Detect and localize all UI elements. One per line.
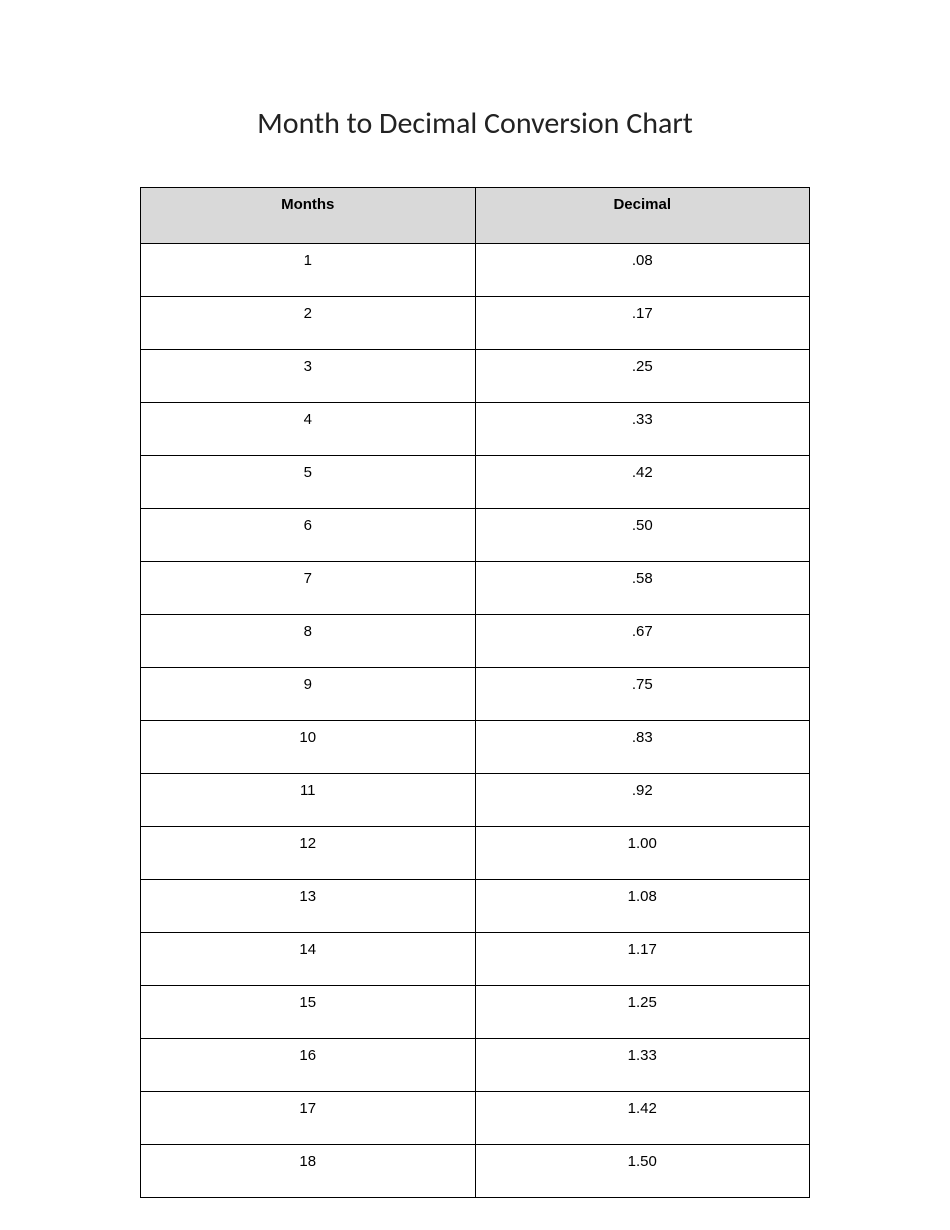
cell-months: 7	[141, 562, 476, 615]
cell-months: 9	[141, 668, 476, 721]
table-row: 1.08	[141, 244, 810, 297]
table-row: 6.50	[141, 509, 810, 562]
cell-decimal: .08	[475, 244, 810, 297]
table-header-row: Months Decimal	[141, 188, 810, 244]
cell-decimal: .42	[475, 456, 810, 509]
table-row: 141.17	[141, 933, 810, 986]
cell-decimal: 1.00	[475, 827, 810, 880]
table-row: 10.83	[141, 721, 810, 774]
table-row: 4.33	[141, 403, 810, 456]
cell-months: 1	[141, 244, 476, 297]
cell-months: 12	[141, 827, 476, 880]
table-row: 121.00	[141, 827, 810, 880]
table-row: 11.92	[141, 774, 810, 827]
conversion-table: Months Decimal 1.082.173.254.335.426.507…	[140, 187, 810, 1198]
cell-decimal: .17	[475, 297, 810, 350]
table-row: 181.50	[141, 1145, 810, 1198]
cell-decimal: 1.08	[475, 880, 810, 933]
cell-months: 8	[141, 615, 476, 668]
table-row: 171.42	[141, 1092, 810, 1145]
cell-months: 13	[141, 880, 476, 933]
cell-months: 16	[141, 1039, 476, 1092]
cell-decimal: .33	[475, 403, 810, 456]
table-row: 2.17	[141, 297, 810, 350]
cell-decimal: 1.25	[475, 986, 810, 1039]
cell-decimal: .92	[475, 774, 810, 827]
cell-months: 6	[141, 509, 476, 562]
cell-decimal: .50	[475, 509, 810, 562]
conversion-table-container: Months Decimal 1.082.173.254.335.426.507…	[140, 187, 810, 1198]
column-header-decimal: Decimal	[475, 188, 810, 244]
cell-decimal: .75	[475, 668, 810, 721]
page-title: Month to Decimal Conversion Chart	[0, 105, 950, 142]
cell-months: 11	[141, 774, 476, 827]
cell-decimal: 1.17	[475, 933, 810, 986]
cell-decimal: .25	[475, 350, 810, 403]
table-row: 161.33	[141, 1039, 810, 1092]
table-row: 151.25	[141, 986, 810, 1039]
cell-decimal: .58	[475, 562, 810, 615]
cell-months: 5	[141, 456, 476, 509]
table-row: 131.08	[141, 880, 810, 933]
cell-decimal: 1.33	[475, 1039, 810, 1092]
cell-decimal: 1.50	[475, 1145, 810, 1198]
cell-months: 17	[141, 1092, 476, 1145]
cell-months: 15	[141, 986, 476, 1039]
cell-months: 18	[141, 1145, 476, 1198]
cell-months: 3	[141, 350, 476, 403]
column-header-months: Months	[141, 188, 476, 244]
cell-months: 2	[141, 297, 476, 350]
table-row: 9.75	[141, 668, 810, 721]
cell-decimal: 1.42	[475, 1092, 810, 1145]
cell-decimal: .67	[475, 615, 810, 668]
table-row: 3.25	[141, 350, 810, 403]
table-body: 1.082.173.254.335.426.507.588.679.7510.8…	[141, 244, 810, 1198]
table-row: 7.58	[141, 562, 810, 615]
cell-months: 4	[141, 403, 476, 456]
cell-decimal: .83	[475, 721, 810, 774]
table-row: 5.42	[141, 456, 810, 509]
cell-months: 14	[141, 933, 476, 986]
table-row: 8.67	[141, 615, 810, 668]
cell-months: 10	[141, 721, 476, 774]
